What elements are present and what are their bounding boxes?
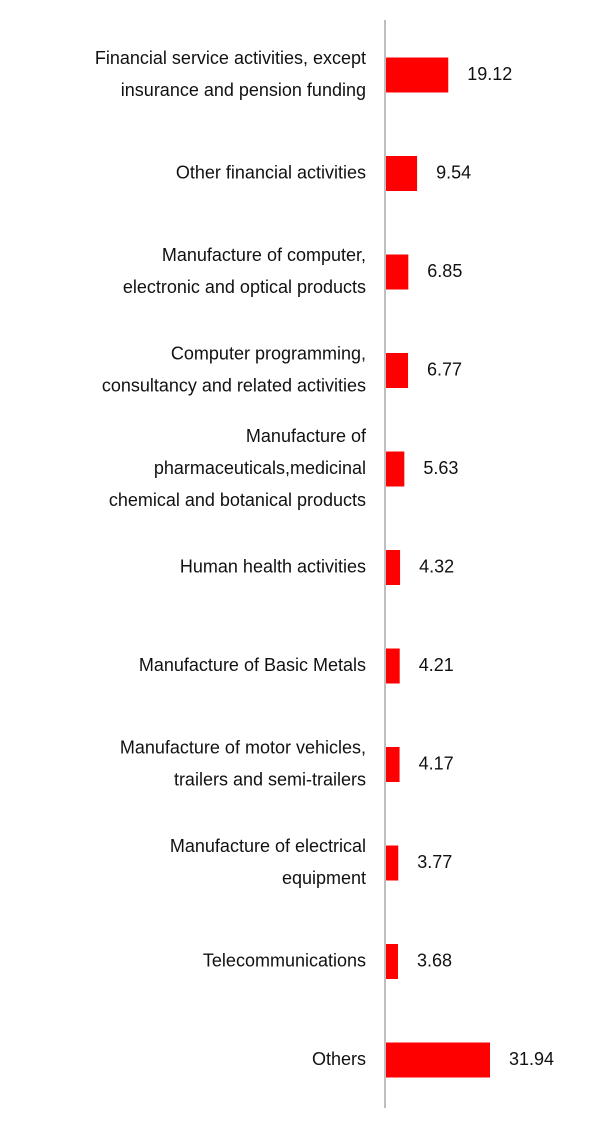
category-labels-layer: Financial service activities, except insu… [95,48,367,1069]
value-label-5: 4.32 [419,556,454,576]
category-label-line: electronic and optical products [123,277,366,297]
category-label-line: Other financial activities [176,162,366,182]
category-label-line: Others [312,1049,366,1069]
category-label-line: Manufacture of computer, [162,245,366,265]
category-label-4: Manufacture of pharmaceuticals,medicinal c… [109,426,367,510]
category-label-line: Manufacture of electrical [170,836,366,856]
category-label-7: Manufacture of motor vehicles, trailers a… [120,737,366,789]
bar-9 [386,944,398,979]
category-label-line: Financial service activities, except [95,48,366,68]
value-label-3: 6.77 [427,359,462,379]
category-label-0: Financial service activities, except insu… [95,48,366,100]
value-label-6: 4.21 [419,655,454,675]
bar-7 [386,747,400,782]
category-label-line: Manufacture of Basic Metals [139,655,366,675]
category-label-line: Computer programming, [171,343,366,363]
value-label-0: 19.12 [467,64,512,84]
value-labels-layer: 19.12 9.54 6.85 6.77 5.63 4.32 4.21 4.17 3.77 3.6… [417,64,554,1069]
category-label-line: Manufacture of [246,426,367,446]
bar-1 [386,156,418,191]
value-label-7: 4.17 [419,753,454,773]
category-label-5: Human health activities [180,556,366,576]
category-label-line: consultancy and related activities [102,375,366,395]
bar-5 [386,550,401,585]
bar-3 [386,353,409,388]
bar-2 [386,254,409,290]
bar-10 [386,1042,490,1078]
category-label-2: Manufacture of computer, electronic and o… [123,245,366,297]
value-label-8: 3.77 [417,852,452,872]
category-label-line: chemical and botanical products [109,490,366,510]
bar-4 [386,451,405,487]
bar-8 [386,845,399,881]
category-label-8: Manufacture of electrical equipment [170,836,366,888]
bar-0 [386,57,449,93]
value-label-1: 9.54 [436,162,471,182]
value-label-4: 5.63 [423,458,458,478]
value-label-9: 3.68 [417,950,452,970]
category-label-line: insurance and pension funding [121,80,366,100]
category-label-10: Others [312,1049,366,1069]
category-label-line: Telecommunications [203,950,366,970]
category-label-line: Manufacture of motor vehicles, [120,737,366,757]
value-label-10: 31.94 [509,1049,554,1069]
bar-6 [386,648,400,684]
value-label-2: 6.85 [427,261,462,281]
category-label-1: Other financial activities [176,162,366,182]
category-label-9: Telecommunications [203,950,366,970]
category-label-line: trailers and semi-trailers [174,769,366,789]
bars-layer [386,57,490,1078]
category-label-line: equipment [282,868,366,888]
category-label-line: Human health activities [180,556,366,576]
category-label-3: Computer programming, consultancy and rel… [102,343,366,395]
category-label-line: pharmaceuticals,medicinal [154,458,366,478]
category-label-6: Manufacture of Basic Metals [139,655,366,675]
